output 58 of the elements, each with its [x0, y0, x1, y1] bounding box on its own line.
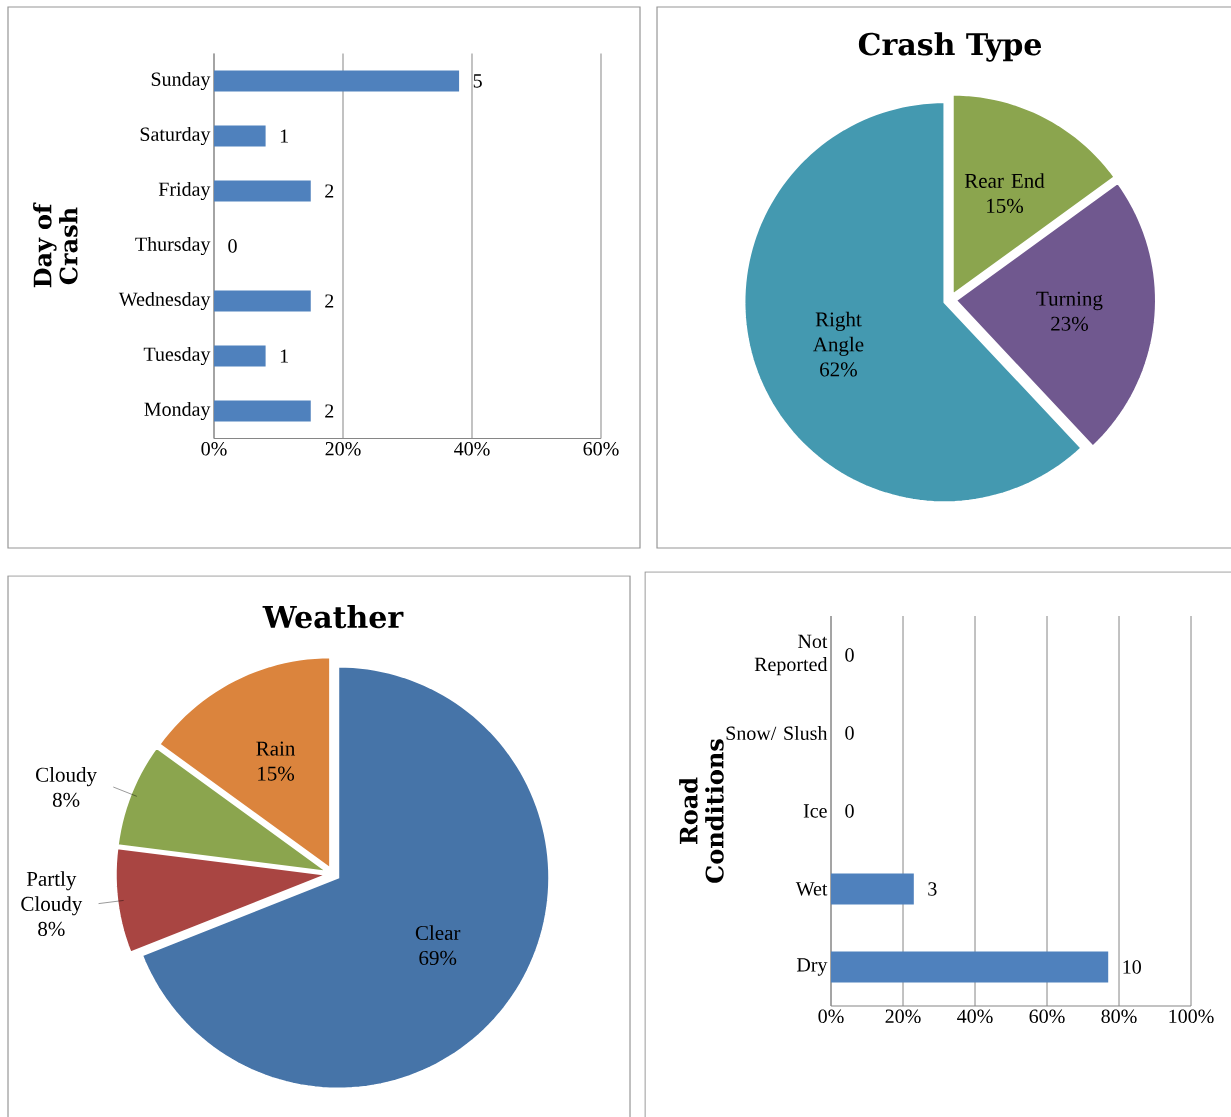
bar — [214, 70, 460, 92]
annotation: 10 — [1123, 960, 1141, 974]
data-label: 8% — [52, 792, 80, 807]
y-tick-label: Friday — [158, 181, 211, 201]
annotation: 5 — [473, 74, 482, 88]
y-tick-label: Saturday — [140, 126, 211, 146]
y-tick-label: Dry — [796, 958, 828, 976]
y-tick-label: Snow/ Slush — [726, 725, 828, 741]
y-axis-title: Day of Crash — [33, 202, 78, 288]
slice-label: Clear — [415, 925, 461, 941]
bar — [214, 180, 311, 202]
x-tick-label: 0% — [818, 1009, 844, 1024]
annotation: 0 — [845, 648, 854, 662]
slice-label: Right Angle — [812, 311, 864, 356]
data-label: 8% — [38, 921, 65, 937]
y-tick-label: Wednesday — [118, 291, 211, 311]
bar — [214, 290, 311, 312]
y-tick-label: Ice — [803, 804, 827, 818]
annotation: 0 — [845, 726, 854, 740]
x-tick-label: 20% — [325, 442, 361, 456]
chart-title: Weather — [262, 604, 404, 629]
y-axis-title: Road Conditions — [679, 739, 724, 883]
y-tick-label: Sunday — [151, 71, 211, 91]
bar — [214, 400, 311, 422]
annotation: 1 — [280, 349, 288, 363]
data-label: 15% — [987, 198, 1024, 213]
annotation: 1 — [280, 129, 288, 143]
y-tick-label: Not Reported — [754, 634, 828, 676]
x-tick-label: 40% — [957, 1009, 993, 1024]
slice-label: Partly Cloudy — [21, 871, 83, 916]
bar — [214, 345, 266, 367]
data-label: 69% — [419, 950, 457, 966]
data-label: 15% — [258, 766, 295, 781]
annotation: 2 — [325, 294, 334, 308]
y-tick-label: Wet — [795, 882, 828, 896]
slice-label: Cloudy — [36, 767, 97, 787]
bar — [214, 125, 266, 147]
y-tick-label: Thursday — [135, 236, 211, 256]
chart-title: Crash Type — [858, 32, 1042, 62]
x-tick-label: 20% — [885, 1009, 921, 1024]
data-label: 23% — [1051, 316, 1089, 331]
x-tick-label: 60% — [1029, 1009, 1065, 1024]
annotation: 2 — [325, 404, 334, 418]
annotation: 3 — [928, 882, 937, 896]
x-tick-label: 0% — [201, 442, 227, 456]
x-tick-label: 60% — [583, 442, 619, 456]
annotation: 0 — [228, 239, 237, 253]
x-tick-label: 100% — [1169, 1009, 1214, 1024]
slice-label: Rain — [256, 741, 296, 756]
slice-label: Rear End — [964, 173, 1045, 188]
y-tick-label: Tuesday — [143, 346, 211, 366]
x-tick-label: 40% — [454, 442, 490, 456]
annotation: 2 — [325, 184, 334, 198]
x-tick-label: 80% — [1101, 1009, 1137, 1024]
annotation: 0 — [845, 804, 854, 818]
data-label: 62% — [820, 362, 857, 377]
y-tick-label: Monday — [144, 401, 211, 421]
slice-label: Turning — [1036, 291, 1103, 311]
